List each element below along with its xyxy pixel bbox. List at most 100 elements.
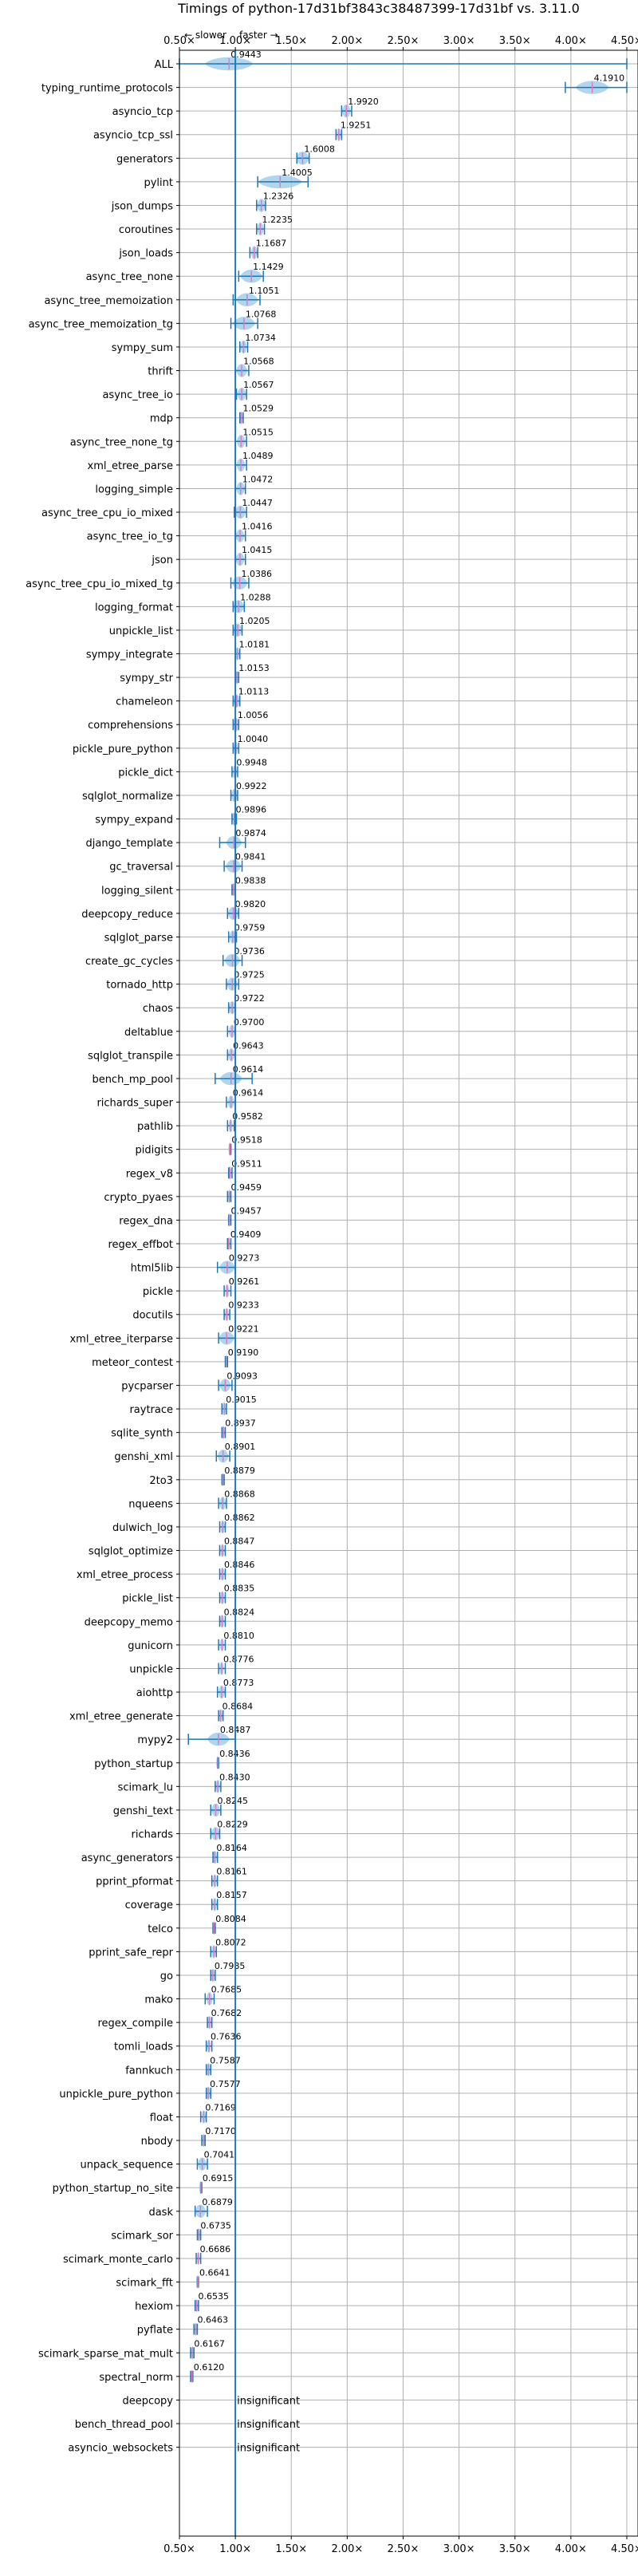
benchmark-name-label: async_generators <box>81 1852 174 1864</box>
plot-frame <box>179 49 638 2537</box>
benchmark-name-label: nqueens <box>128 1498 173 1510</box>
grid-lines <box>179 50 638 2536</box>
benchmark-name-label: gunicorn <box>128 1640 173 1652</box>
benchmark-name-label: raytrace <box>129 1404 173 1416</box>
value-label: 0.9922 <box>236 781 267 791</box>
benchmark-name-label: 2to3 <box>149 1475 173 1487</box>
benchmark-name-label: unpickle <box>129 1663 173 1675</box>
x-tick-label-bottom: 2.00× <box>331 2543 363 2555</box>
x-tick-label-top: 1.00× <box>219 35 251 47</box>
value-label: 1.0040 <box>238 734 269 744</box>
benchmark-name-label: scimark_sor <box>111 2230 173 2242</box>
value-label: 1.4005 <box>282 168 313 178</box>
benchmark-name-label: sqlite_synth <box>111 1428 173 1440</box>
benchmark-name-label: docutils <box>132 1310 173 1322</box>
insignificant-label: insignificant <box>237 2395 300 2407</box>
benchmark-name-label: xml_etree_generate <box>69 1711 173 1723</box>
value-label: 1.0529 <box>243 404 274 414</box>
benchmark-name-label: pidigits <box>136 1145 174 1157</box>
value-label: 0.6879 <box>202 2197 232 2207</box>
value-label: 0.7169 <box>205 2102 236 2112</box>
value-label: 1.0489 <box>242 451 274 461</box>
value-label: 0.8776 <box>223 1654 254 1664</box>
benchmark-name-label: async_tree_memoization_tg <box>29 318 173 330</box>
violin-marks: 0.9443 4.1910 1.9920 1.9251 1.6008 1.4005 1.23… <box>179 49 628 2536</box>
benchmark-name-label: deltablue <box>124 1027 173 1039</box>
value-label: 0.8084 <box>215 1914 246 1924</box>
value-label: 4.1910 <box>594 73 625 84</box>
benchmark-name-label: pprint_pformat <box>96 1876 173 1888</box>
benchmark-name-label: telco <box>148 1923 173 1935</box>
x-tick-label-bottom: 0.50× <box>163 2543 195 2555</box>
benchmark-name-label: pathlib <box>137 1121 173 1133</box>
value-label: 0.9700 <box>234 1017 265 1028</box>
value-label: 1.1687 <box>256 239 287 249</box>
benchmark-name-label: asyncio_tcp <box>112 106 173 118</box>
benchmark-name-label: dask <box>148 2207 173 2219</box>
value-label: 1.0472 <box>242 474 274 484</box>
benchmark-name-label: scimark_sparse_mat_mult <box>38 2348 173 2360</box>
value-label: 0.9511 <box>231 1158 262 1169</box>
benchmark-name-label: python_startup_no_site <box>53 2183 173 2195</box>
benchmark-name-label: sqlglot_normalize <box>82 791 173 803</box>
benchmark-name-label: json <box>151 554 173 566</box>
benchmark-name-label: deepcopy_reduce <box>81 909 173 921</box>
value-label: 0.9273 <box>229 1253 260 1264</box>
x-tick-label-top: 4.00× <box>555 35 587 47</box>
x-tick-label-top: 1.50× <box>275 35 307 47</box>
benchmark-name-label: django_template <box>86 838 173 850</box>
benchmark-name-label: spectral_norm <box>99 2372 173 2384</box>
x-tick-label-bottom: 3.50× <box>499 2543 531 2555</box>
benchmark-name-label: pyflate <box>137 2325 173 2337</box>
value-label: 0.9190 <box>228 1347 259 1358</box>
value-label: 0.8901 <box>225 1442 256 1452</box>
benchmark-name-label: gc_traversal <box>109 862 173 874</box>
value-label: 0.8862 <box>224 1513 255 1523</box>
benchmark-name-label: logging_format <box>95 602 173 613</box>
x-tick-label-top: 2.00× <box>331 35 363 47</box>
benchmark-labels: ALL typing_runtime_protocols asyncio_tcpas… <box>26 59 174 2455</box>
benchmark-name-label: sqlglot_optimize <box>89 1546 173 1558</box>
value-label: 0.9459 <box>231 1182 262 1193</box>
value-label: 1.0768 <box>246 309 277 319</box>
value-label: 1.0386 <box>242 569 273 579</box>
benchmark-name-label: dulwich_log <box>112 1522 173 1534</box>
benchmark-name-label: ALL <box>155 59 174 71</box>
value-label: 0.7636 <box>211 2032 242 2042</box>
benchmark-name-label: async_tree_memoization <box>44 295 173 307</box>
benchmark-name-label: pycparser <box>121 1380 173 1392</box>
value-label: 1.0447 <box>242 498 273 508</box>
value-label: 0.8937 <box>225 1418 256 1429</box>
benchmark-name-label: unpack_sequence <box>80 2160 173 2172</box>
benchmark-name-label: logging_simple <box>95 483 173 495</box>
benchmark-name-label: logging_silent <box>101 885 173 897</box>
benchmark-name-label: async_tree_none <box>86 271 173 283</box>
value-label: 0.7170 <box>205 2126 236 2136</box>
benchmark-name-label: pickle_pure_python <box>73 744 173 755</box>
value-label: 0.9838 <box>235 875 266 886</box>
value-label: 0.8868 <box>224 1489 255 1499</box>
benchmark-name-label: fannkuch <box>125 2065 173 2077</box>
chart-title: Timings of python-17d31bf3843c38487399-1… <box>177 1 580 16</box>
benchmark-name-label: meteor_contest <box>92 1357 173 1369</box>
benchmark-name-label: typing_runtime_protocols <box>41 83 173 95</box>
value-label: 0.9759 <box>234 922 266 933</box>
x-tick-label-top: 3.00× <box>443 35 475 47</box>
benchmark-name-label: html5lib <box>131 1263 173 1275</box>
benchmark-name-label: scimark_fft <box>116 2278 173 2290</box>
value-label: 0.8072 <box>215 1937 246 1947</box>
benchmark-name-label: thrift <box>148 366 173 378</box>
benchmark-name-label: sqlglot_transpile <box>88 1050 173 1062</box>
benchmark-name-label: deepcopy_memo <box>85 1616 173 1628</box>
benchmark-name-label: comprehensions <box>88 720 173 732</box>
value-label: 0.9948 <box>236 757 267 767</box>
benchmark-name-label: sympy_sum <box>112 342 173 354</box>
x-tick-label-top: 3.50× <box>499 35 531 47</box>
insignificant-label: insignificant <box>237 2443 300 2455</box>
benchmark-name-label: xml_etree_process <box>77 1569 173 1581</box>
value-label: 0.7587 <box>210 2055 241 2065</box>
value-label: 0.6167 <box>194 2338 224 2349</box>
value-label: 0.8245 <box>218 1796 249 1806</box>
value-label: 0.9261 <box>229 1276 260 1287</box>
